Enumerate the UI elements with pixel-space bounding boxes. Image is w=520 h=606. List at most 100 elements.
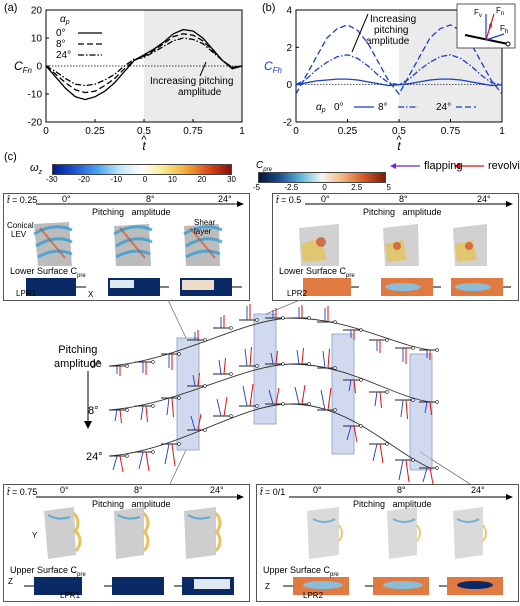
pitching-amplitude-label: Pitching amplitude	[92, 207, 171, 217]
row-label-8: 8°	[88, 405, 99, 417]
cpre-tick: -2.5	[284, 183, 299, 192]
angle-0: 0°	[321, 194, 330, 204]
pitching-amplitude-label: Pitching amplitude	[353, 499, 432, 509]
pitching-heading-line: Pitching	[58, 344, 98, 356]
angle-24: 24°	[210, 485, 224, 495]
force-inset: Fv Fn Fh β	[456, 3, 516, 49]
x-axis-hat: ^	[396, 134, 402, 146]
axis-z-label: Z	[8, 577, 13, 586]
force-arrow-revolving	[429, 401, 432, 416]
wing-plate-edge	[125, 408, 129, 412]
angle-8: 8°	[146, 194, 155, 204]
wing-plate-edge	[177, 396, 181, 400]
force-arrow-revolving	[275, 387, 280, 405]
annotation-arrow	[351, 13, 369, 53]
wing-plate-edge	[229, 372, 233, 376]
time-label: t̂ = 0/1	[260, 487, 286, 497]
wing-plate-edge	[229, 326, 233, 330]
angle-24: 24°	[477, 194, 491, 204]
force-arrow-revolving	[275, 350, 278, 365]
surface-label: Upper Surface Cpre	[10, 565, 86, 578]
force-arrow-flapping	[424, 401, 428, 414]
force-arrow-revolving	[119, 455, 124, 473]
angle-0: 0°	[313, 485, 322, 495]
force-arrow-revolving	[353, 379, 356, 394]
angle-24: 24°	[218, 194, 232, 204]
x-tick-label: 0	[43, 126, 49, 137]
x-tick-label: 0.5	[137, 126, 151, 137]
time-label: t̂ = 0.75	[7, 487, 38, 497]
x-tick-label: 1	[499, 126, 505, 137]
x-tick-label: 1	[239, 126, 245, 137]
omega-tick: 0	[142, 175, 148, 184]
omega-tick: -20	[78, 175, 90, 184]
wing-plate-edge	[177, 442, 181, 446]
annotation: Increasing pitching amplitude	[150, 76, 233, 98]
row-label-0: 0°	[90, 359, 101, 371]
force-arrow-revolving	[145, 405, 148, 423]
force-arrow-revolving	[171, 397, 174, 418]
wing-plate-edge	[125, 454, 129, 458]
force-arrow-revolving	[249, 383, 254, 407]
wing-plate-edge	[255, 404, 259, 408]
force-arrow-revolving	[145, 451, 150, 472]
lpr1-label: LPR1	[60, 591, 81, 600]
force-arrow-flapping	[270, 352, 274, 365]
force-arrow-flapping	[346, 425, 352, 441]
surface-label: Lower Surface Cpre	[10, 266, 86, 279]
wing-plate-edge	[385, 338, 389, 342]
chart-a: 0 0.25 0.5 0.75 1 -20 -10 0 10 20 CFn t^ αp 0°8°24° In…	[14, 6, 245, 154]
y-tick-label: 4	[286, 6, 292, 17]
y-tick-label: 0	[286, 80, 292, 91]
wing-plate-edge	[203, 384, 207, 388]
angle-0: 0°	[60, 485, 69, 495]
force-arrow-flapping	[114, 409, 118, 422]
force-arrow-revolving	[405, 399, 408, 420]
legend-entry-label: 8°	[56, 39, 66, 50]
force-arrow-flapping	[348, 379, 352, 392]
y-axis-label: CFn	[14, 59, 33, 75]
axis-y-label: Y	[32, 531, 38, 540]
legend-entry-label: 24°	[56, 50, 71, 61]
x-axis-label: t	[142, 139, 146, 153]
surface-label: Lower Surface Cpre	[279, 266, 355, 279]
x-tick-label: 0.25	[85, 126, 105, 137]
x-tick-label: 0.25	[338, 126, 358, 137]
wing-plate-edge	[333, 320, 337, 324]
wing-plate-edge	[281, 316, 285, 320]
legend-entry-label: 0°	[334, 102, 344, 113]
y-tick-label: -2	[283, 118, 292, 129]
y-tick-label: -10	[28, 90, 43, 101]
snapshot-box-t075: t̂ = 0.75 0° 8° 24° Pitching amplitude U…	[3, 484, 250, 602]
panel-label-a: (a)	[4, 2, 18, 14]
pitching-heading-line: amplitude	[54, 358, 102, 370]
wing-plate-edge	[307, 362, 311, 366]
wing-plate-edge	[281, 362, 285, 366]
force-arrow-flapping	[422, 467, 428, 483]
wing-plate-edge	[307, 402, 311, 406]
wing-plate-edge	[385, 390, 389, 394]
force-arrow-revolving	[197, 413, 202, 431]
series-line	[295, 78, 503, 87]
wing-plate-edge	[435, 466, 439, 470]
force-arrow-flapping	[140, 405, 144, 421]
cpre-colorbar-label: Cpre	[256, 160, 272, 173]
y-tick-label: 0	[36, 62, 42, 73]
force-arrow-flapping	[294, 386, 300, 405]
x-axis-hat: ^	[141, 134, 147, 146]
force-arrow-flapping	[138, 451, 144, 470]
angle-0: 0°	[62, 194, 71, 204]
conical-label: Conical	[7, 221, 34, 230]
force-arrow-flapping	[398, 459, 404, 481]
cpre-colorbar	[258, 172, 386, 183]
y-tick-label: 2	[286, 43, 292, 54]
fv-label: Fv	[474, 8, 482, 19]
wing-plate-edge	[333, 408, 337, 412]
legend-title: αp	[316, 102, 326, 114]
force-arrow-revolving	[223, 357, 226, 375]
y-tick-label: -20	[28, 118, 43, 129]
wing-plate-edge	[151, 404, 155, 408]
lpr2-label: LPR2	[303, 591, 324, 600]
wing-plate-edge	[359, 378, 363, 382]
legend-title: αp	[60, 14, 70, 26]
